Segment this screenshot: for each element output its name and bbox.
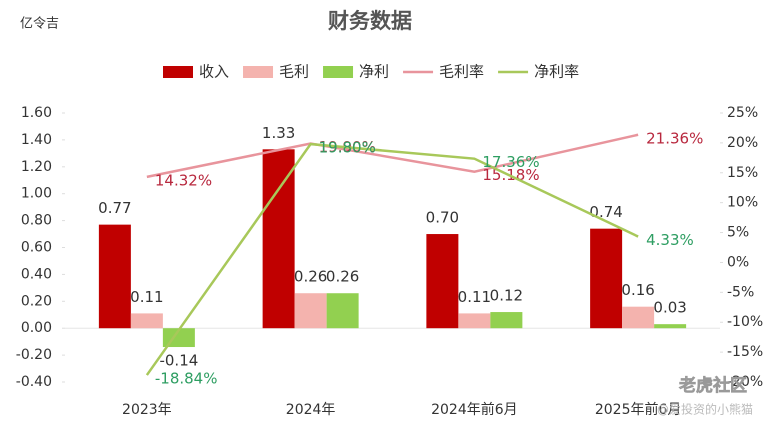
x-tick-label: 2024年前6月 <box>431 401 518 418</box>
value-label: 0.26 <box>294 268 327 286</box>
bar <box>98 224 131 329</box>
legend-swatch <box>163 66 193 78</box>
bar <box>622 306 655 329</box>
y-tick-label: 1.40 <box>21 132 52 148</box>
legend-swatch <box>243 66 274 78</box>
y-tick-label: 0.20 <box>21 293 52 309</box>
y2-tick-label: -10% <box>727 314 763 330</box>
value-label: -18.84% <box>155 370 218 388</box>
y-tick-label: 0.00 <box>21 320 52 336</box>
bar <box>590 228 623 329</box>
y2-tick-label: 15% <box>727 165 758 181</box>
value-label: 0.11 <box>458 288 491 306</box>
value-label: 0.11 <box>130 288 163 306</box>
line <box>145 142 639 376</box>
bar <box>458 313 491 329</box>
x-tick-label: 2024年 <box>286 402 336 418</box>
watermark: @爱投资的小熊猫 <box>657 402 753 417</box>
value-label: 0.12 <box>490 287 523 305</box>
value-label: 14.32% <box>155 171 212 189</box>
value-label: 4.33% <box>646 231 694 249</box>
corner-text: 亿令吉 <box>20 17 59 32</box>
y-tick-label: 1.00 <box>21 186 52 202</box>
watermark: 老虎社区 <box>678 375 747 396</box>
y-tick-label: 1.60 <box>21 105 52 121</box>
bar <box>326 293 359 329</box>
y2-tick-label: 20% <box>727 135 758 151</box>
value-label: 0.16 <box>621 281 654 299</box>
value-label: 0.26 <box>326 268 359 286</box>
bar <box>130 313 163 329</box>
value-label: 1.33 <box>262 124 295 142</box>
value-label: 0.03 <box>653 299 686 317</box>
y2-tick-label: -5% <box>727 284 754 300</box>
chart-title: 财务数据 <box>328 9 412 33</box>
bar <box>294 293 327 329</box>
y2-tick-label: 0% <box>727 254 749 270</box>
value-label: -0.14 <box>159 352 198 370</box>
bar <box>490 312 523 329</box>
value-label: 17.36% <box>482 153 539 171</box>
y2-tick-label: -15% <box>727 344 763 360</box>
legend-label: 毛利率 <box>439 63 484 81</box>
y2-tick-label: 25% <box>727 105 758 121</box>
legend-label: 净利率 <box>534 63 579 81</box>
y-tick-label: 1.20 <box>21 159 52 175</box>
y2-tick-label: 10% <box>727 195 758 211</box>
y-tick-label: -0.40 <box>16 374 52 390</box>
legend-label: 毛利 <box>279 63 309 81</box>
value-label: 0.77 <box>98 199 131 217</box>
y-tick-label: 0.80 <box>21 213 52 229</box>
legend: 收入 毛利 净利 毛利率 净利率 <box>163 63 579 81</box>
y-tick-label: -0.20 <box>16 347 52 363</box>
bar <box>654 324 687 329</box>
y2-tick-label: 5% <box>727 225 749 241</box>
x-tick-label: 2023年 <box>122 402 172 418</box>
legend-swatch <box>323 66 354 78</box>
y2-tick-label: -20% <box>727 374 763 390</box>
bar <box>426 234 459 329</box>
legend-label: 收入 <box>199 63 229 81</box>
y-tick-label: 0.40 <box>21 266 52 282</box>
value-label: 19.80% <box>319 139 376 157</box>
value-label: 0.70 <box>426 209 459 227</box>
bar <box>262 149 295 329</box>
value-label: 0.74 <box>589 203 622 221</box>
line <box>146 133 639 179</box>
value-label: 21.36% <box>646 129 703 147</box>
y-tick-label: 0.60 <box>21 240 52 256</box>
legend-label: 净利 <box>359 63 389 81</box>
x-tick-label: 2025年前6月 <box>595 401 682 418</box>
